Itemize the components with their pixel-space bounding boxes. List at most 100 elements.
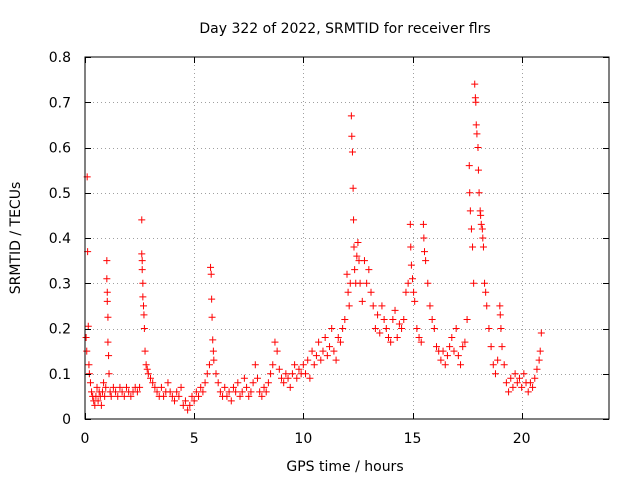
data-point <box>188 392 196 400</box>
data-point <box>345 302 353 310</box>
data-point <box>356 279 364 287</box>
data-point <box>529 383 537 391</box>
data-point <box>138 266 146 274</box>
data-point <box>234 379 242 387</box>
data-point <box>509 383 517 391</box>
data-point <box>334 334 342 342</box>
data-point <box>308 347 316 355</box>
data-point <box>127 392 135 400</box>
data-point <box>437 356 445 364</box>
data-point <box>336 338 344 346</box>
data-point <box>457 361 465 369</box>
data-point <box>483 302 491 310</box>
data-point <box>466 189 474 197</box>
data-point <box>417 338 425 346</box>
chart-title: Day 322 of 2022, SRMTID for receiver flr… <box>199 21 490 37</box>
data-point <box>433 343 441 351</box>
data-point <box>500 361 508 369</box>
data-point <box>98 388 106 396</box>
data-point <box>223 392 231 400</box>
data-point <box>328 325 336 332</box>
data-point <box>271 338 279 346</box>
data-point <box>479 243 487 251</box>
data-point <box>166 388 174 396</box>
data-point <box>199 388 207 396</box>
data-point <box>348 132 356 140</box>
data-point <box>387 338 395 346</box>
data-point <box>482 288 490 296</box>
y-tick-label: 0.7 <box>49 95 71 111</box>
data-point <box>310 361 318 369</box>
data-point <box>350 243 358 251</box>
data-point <box>306 374 314 382</box>
data-point <box>102 383 110 391</box>
y-tick-label: 0.4 <box>49 231 71 247</box>
data-point <box>225 388 233 396</box>
data-point <box>203 370 211 378</box>
y-tick-label: 0.2 <box>49 322 71 338</box>
data-point <box>216 388 224 396</box>
data-point <box>173 388 181 396</box>
data-point <box>496 302 504 310</box>
data-point <box>395 320 403 328</box>
data-point <box>141 347 149 355</box>
grid <box>85 57 609 419</box>
data-point <box>378 302 386 310</box>
data-point <box>262 388 270 396</box>
x-tick-label: 5 <box>190 431 199 447</box>
data-point <box>365 266 373 274</box>
data-point <box>348 148 356 156</box>
data-point <box>360 257 368 265</box>
data-point <box>227 397 235 405</box>
data-point <box>474 144 482 151</box>
data-point <box>481 279 489 287</box>
data-point <box>140 325 148 332</box>
data-point <box>208 313 216 321</box>
data-point <box>487 343 495 351</box>
data-point <box>304 356 312 364</box>
data-point <box>175 392 183 400</box>
data-point <box>171 397 179 405</box>
data-point <box>409 275 416 283</box>
axis-ticks <box>85 57 609 420</box>
data-point <box>149 379 157 387</box>
data-point <box>341 315 349 323</box>
data-point <box>142 361 150 369</box>
data-point <box>472 98 480 106</box>
data-point <box>103 275 111 283</box>
data-point <box>459 343 467 351</box>
data-point <box>317 356 325 364</box>
data-point <box>122 383 130 391</box>
data-point <box>209 336 217 344</box>
data-point <box>511 370 519 378</box>
data-point <box>284 374 292 382</box>
data-point <box>376 329 384 337</box>
data-point <box>112 388 120 396</box>
data-point <box>411 297 419 305</box>
data-point <box>339 325 347 332</box>
data-point <box>192 388 200 396</box>
data-point <box>133 388 141 396</box>
y-tick-label: 0.1 <box>49 367 71 383</box>
data-point <box>273 347 281 355</box>
data-point <box>477 220 485 228</box>
data-point <box>424 279 432 287</box>
data-point <box>354 239 362 247</box>
data-point <box>398 325 406 332</box>
data-point <box>138 257 146 265</box>
data-point <box>469 243 477 251</box>
data-point <box>430 325 438 332</box>
data-point <box>441 361 449 369</box>
data-point <box>319 347 327 355</box>
data-point <box>497 325 505 332</box>
data-point <box>136 383 144 391</box>
data-point <box>105 352 113 360</box>
y-tick-label: 0 <box>62 412 71 428</box>
data-point <box>443 352 451 360</box>
data-point <box>82 334 90 342</box>
data-point <box>245 392 253 400</box>
data-point <box>374 311 382 319</box>
data-point <box>144 370 152 378</box>
data-point <box>477 211 485 219</box>
